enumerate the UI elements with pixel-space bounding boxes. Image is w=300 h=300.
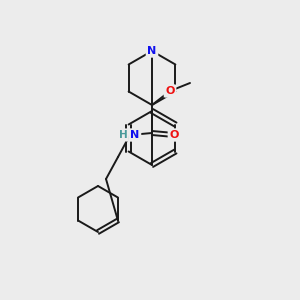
Text: O: O [165, 86, 175, 96]
Text: O: O [169, 130, 179, 140]
Text: N: N [147, 46, 157, 56]
Text: N: N [130, 130, 140, 140]
Text: H: H [118, 130, 127, 140]
